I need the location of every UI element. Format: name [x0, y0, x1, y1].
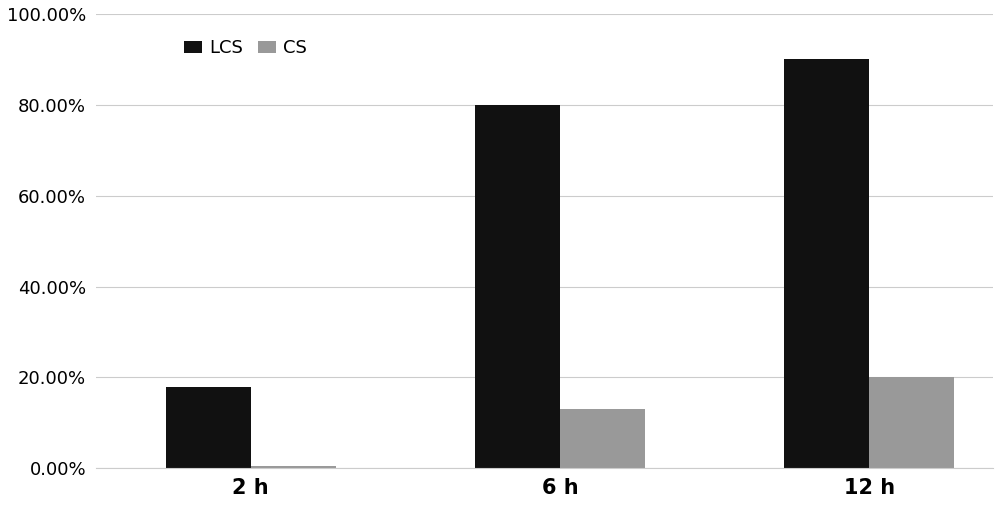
Bar [784, 60, 869, 468]
Bar [166, 386, 251, 468]
Bar [251, 466, 336, 468]
Bar [869, 377, 954, 468]
Bar [560, 409, 645, 468]
Bar [475, 105, 560, 468]
Legend: LCS, CS: LCS, CS [177, 32, 314, 65]
